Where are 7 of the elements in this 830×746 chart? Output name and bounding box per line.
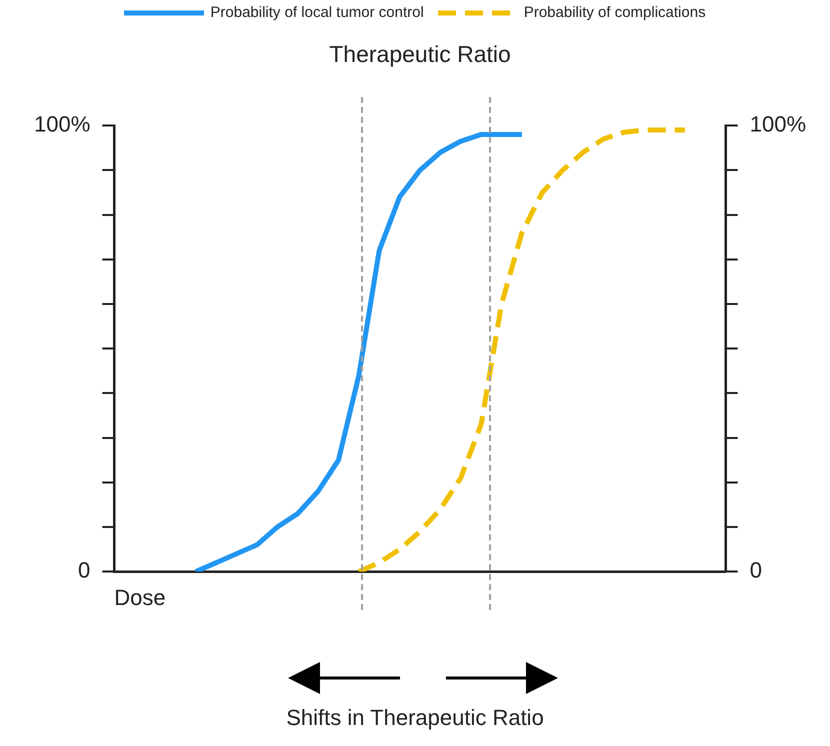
legend-label: Probability of complications — [524, 4, 706, 21]
legend-label: Probability of local tumor control — [210, 4, 424, 21]
chart-title: Therapeutic Ratio — [329, 41, 511, 68]
x-axis-title: Dose — [114, 584, 166, 610]
y2-tick-label: 0 — [750, 558, 762, 583]
text: Shifts in Therapeutic Ratio — [285, 705, 545, 731]
y2-tick-label: 100% — [750, 112, 806, 137]
